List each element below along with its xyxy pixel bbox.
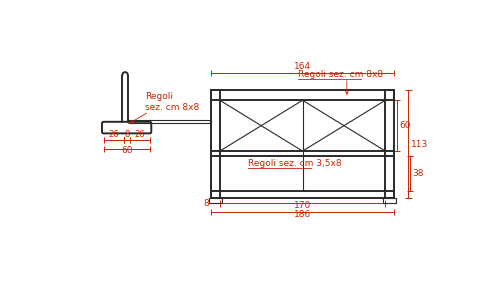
Text: 38: 38 xyxy=(412,169,424,178)
Text: Regoli sez. cm 3,5x8: Regoli sez. cm 3,5x8 xyxy=(248,159,342,168)
Text: 60: 60 xyxy=(121,146,132,155)
Bar xyxy=(209,198,222,203)
Bar xyxy=(383,198,396,203)
Text: 8: 8 xyxy=(203,199,209,208)
Text: 26: 26 xyxy=(135,130,145,139)
Bar xyxy=(211,90,394,100)
Text: 186: 186 xyxy=(294,210,311,219)
Bar xyxy=(385,90,394,198)
Text: 26: 26 xyxy=(108,130,119,139)
Text: 164: 164 xyxy=(294,62,311,71)
Bar xyxy=(211,151,394,156)
Text: 170: 170 xyxy=(294,201,311,210)
Text: 113: 113 xyxy=(411,140,428,149)
Bar xyxy=(211,191,394,198)
Text: Regoli
sez. cm 8x8: Regoli sez. cm 8x8 xyxy=(145,92,199,112)
Text: 60: 60 xyxy=(399,121,411,130)
Text: 8: 8 xyxy=(124,130,129,139)
Bar xyxy=(211,90,220,198)
Text: Regoli sez. cm 8x8: Regoli sez. cm 8x8 xyxy=(298,70,383,79)
